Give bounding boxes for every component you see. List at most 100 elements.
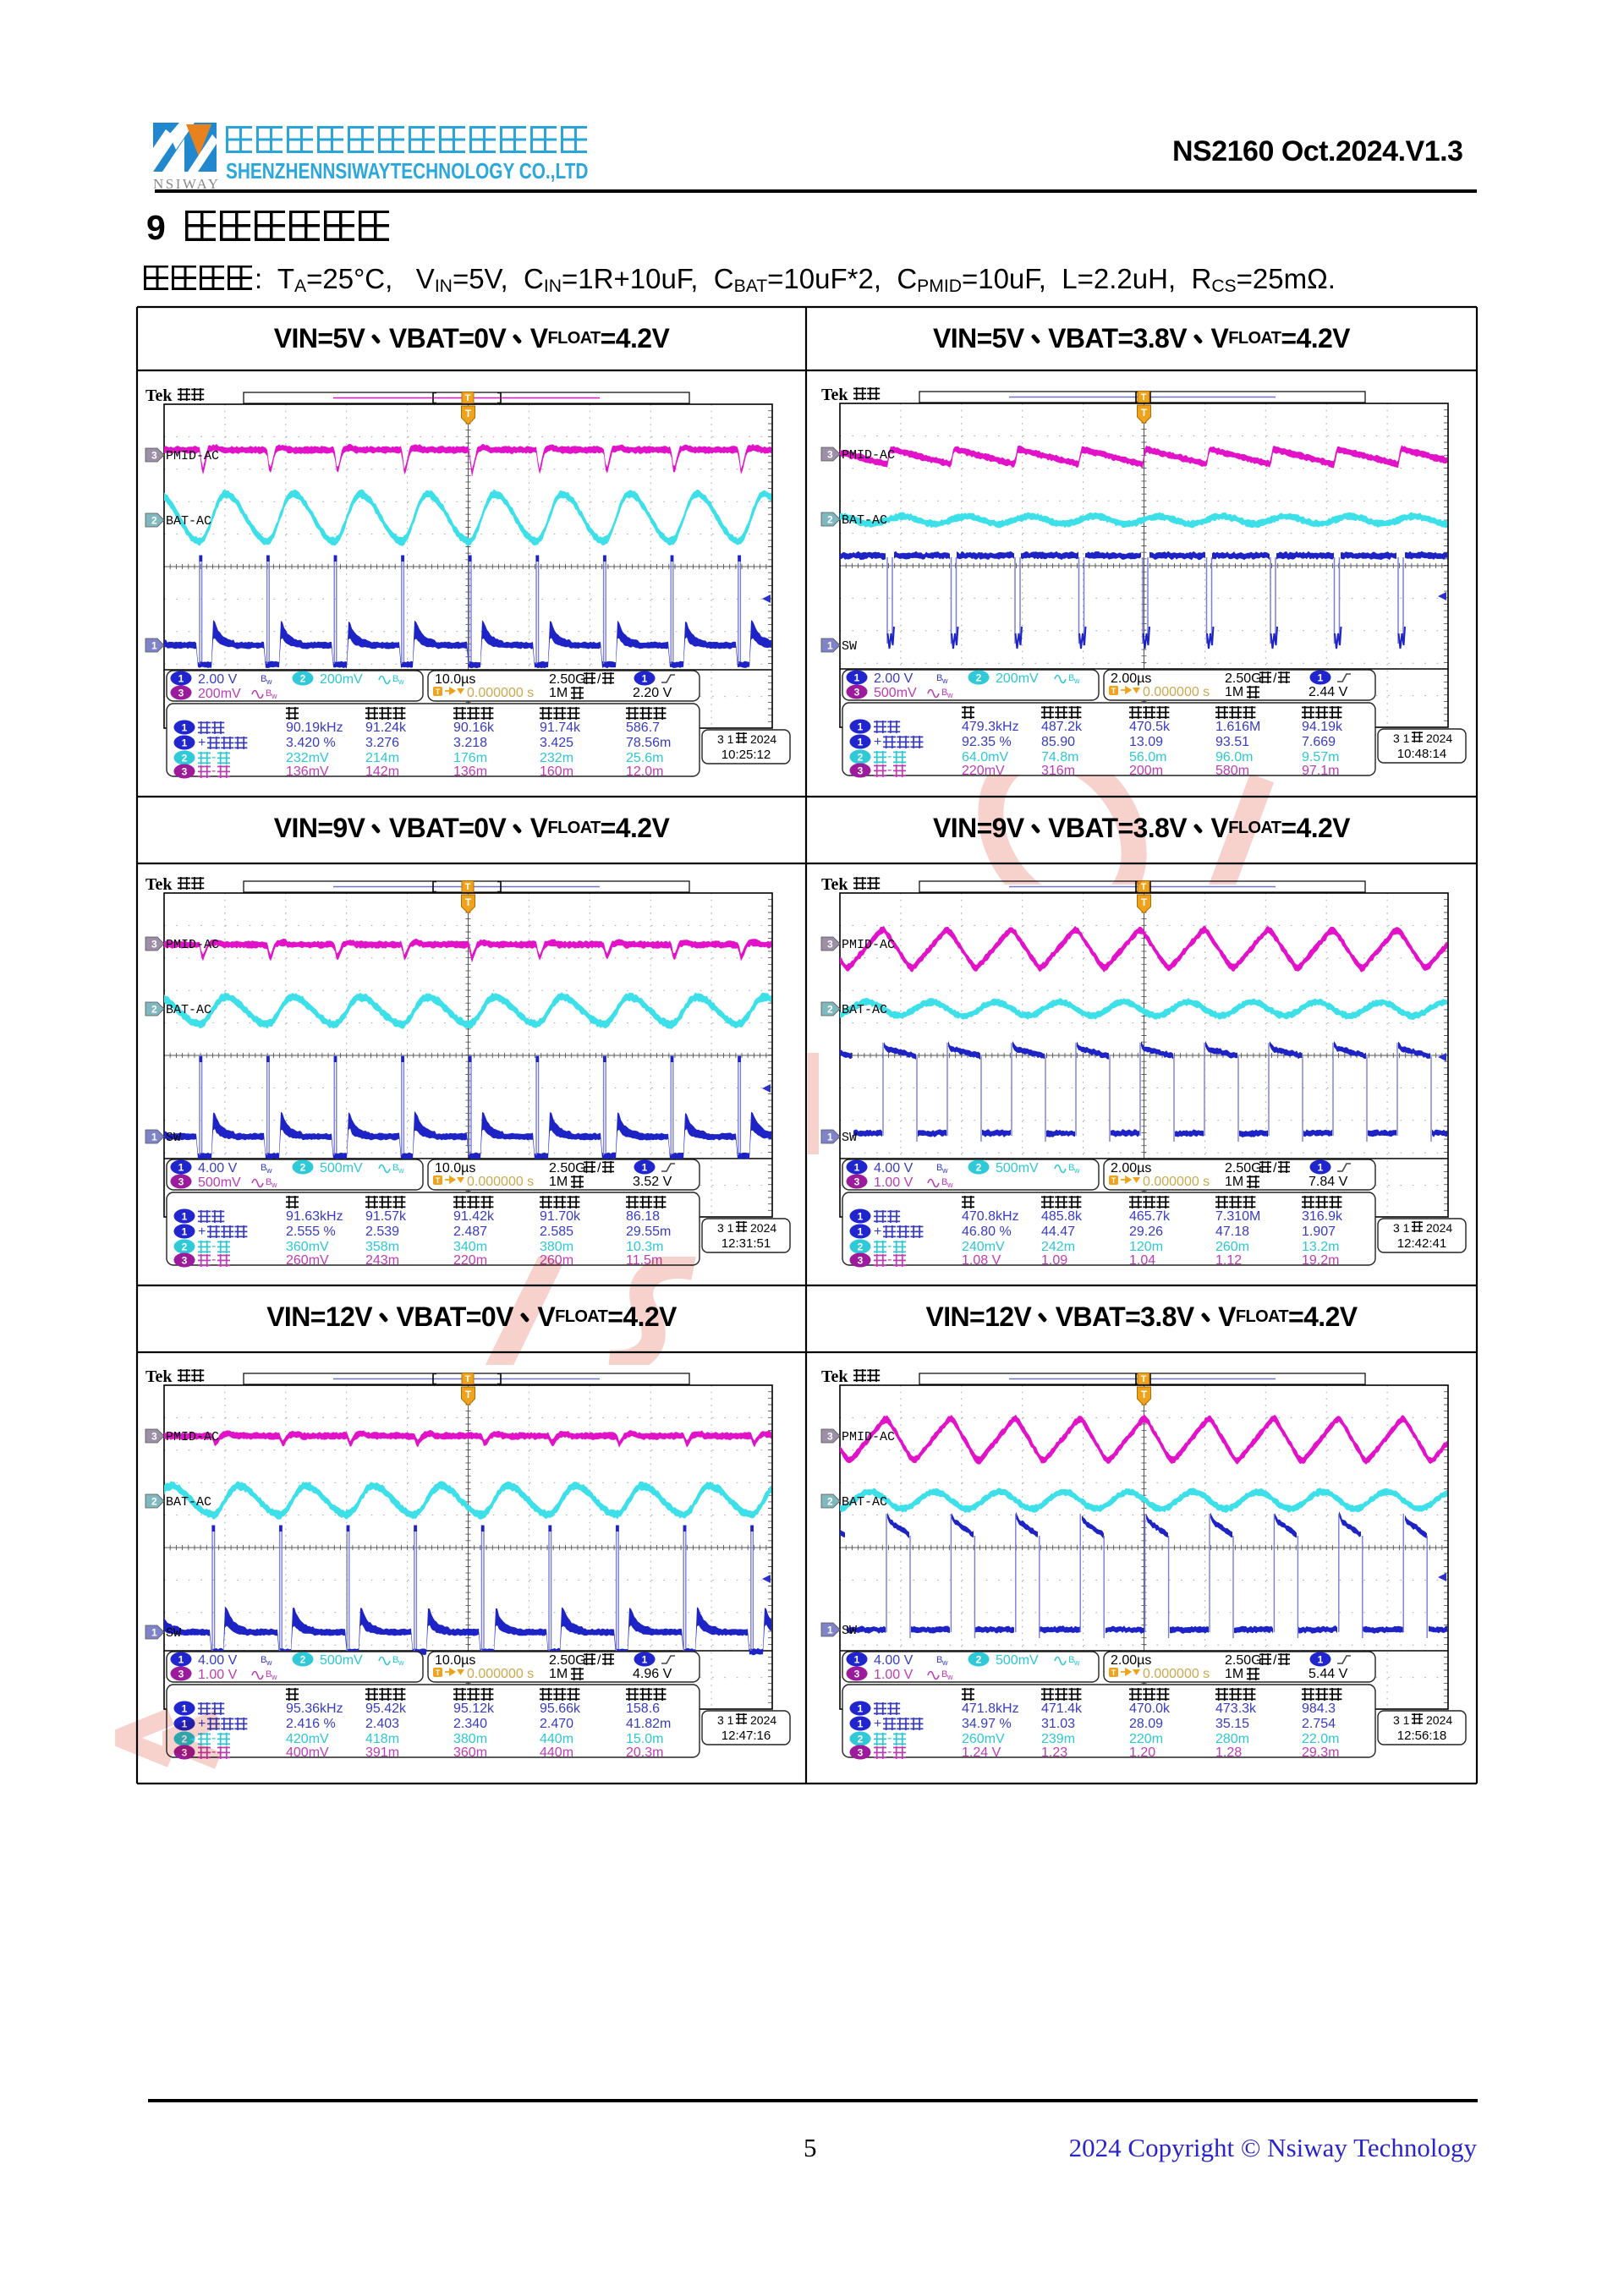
svg-text:470.0k: 470.0k: [1129, 1701, 1171, 1716]
svg-text:T: T: [1141, 1374, 1147, 1384]
svg-text:T: T: [465, 408, 472, 419]
svg-text:2: 2: [858, 1241, 864, 1253]
svg-text:473.3k: 473.3k: [1215, 1701, 1257, 1716]
svg-text:1: 1: [858, 1718, 864, 1730]
svg-text:Tek: Tek: [821, 1367, 848, 1386]
svg-text:2024: 2024: [1426, 1713, 1452, 1727]
svg-text:T: T: [465, 882, 471, 892]
svg-text:w: w: [398, 1658, 404, 1667]
svg-text:176m: 176m: [453, 751, 487, 765]
svg-text:+: +: [874, 1225, 881, 1239]
svg-text:w: w: [1073, 1166, 1080, 1175]
svg-text:500mV: 500mV: [996, 1653, 1039, 1668]
svg-text:2.50G: 2.50G: [1225, 671, 1262, 686]
svg-text:56.0m: 56.0m: [1129, 750, 1166, 764]
svg-text:-: -: [887, 1731, 892, 1745]
svg-text:2: 2: [976, 1654, 982, 1666]
svg-text:T: T: [1111, 1669, 1116, 1677]
svg-text:w: w: [266, 1166, 272, 1175]
svg-text:3 1: 3 1: [717, 732, 734, 746]
svg-text:+: +: [874, 735, 881, 749]
svg-text:2.00µs: 2.00µs: [1111, 671, 1151, 686]
svg-text:0.000000 s: 0.000000 s: [467, 1175, 534, 1189]
svg-text:3: 3: [858, 765, 864, 777]
svg-text:44.47: 44.47: [1041, 1225, 1075, 1239]
svg-text:w: w: [946, 691, 953, 699]
svg-text:2.539: 2.539: [365, 1225, 399, 1239]
svg-text:3: 3: [151, 450, 157, 462]
svg-text:2.50G: 2.50G: [1225, 1653, 1262, 1668]
svg-text:2: 2: [300, 1162, 306, 1174]
svg-text:10:25:12: 10:25:12: [721, 748, 771, 762]
svg-text:1: 1: [182, 1718, 188, 1730]
svg-text:0.000000 s: 0.000000 s: [467, 686, 534, 700]
svg-text:B: B: [936, 673, 942, 683]
svg-text:25.6m: 25.6m: [626, 751, 663, 765]
svg-text:1: 1: [858, 1211, 864, 1223]
svg-text:47.18: 47.18: [1215, 1225, 1249, 1239]
svg-text:-: -: [887, 1745, 892, 1759]
svg-text:+: +: [198, 1225, 206, 1239]
svg-text:2.487: 2.487: [453, 1225, 487, 1239]
svg-text:380m: 380m: [540, 1240, 573, 1254]
svg-text:9.57m: 9.57m: [1302, 750, 1339, 764]
svg-text:-: -: [887, 763, 892, 777]
svg-text:2.340: 2.340: [453, 1717, 487, 1731]
svg-text:2024: 2024: [750, 732, 776, 746]
svg-text:1.00 V: 1.00 V: [874, 1668, 914, 1682]
svg-text:10.0µs: 10.0µs: [435, 672, 475, 687]
svg-text:1: 1: [854, 1654, 860, 1666]
svg-text:1.12: 1.12: [1215, 1253, 1242, 1268]
svg-text:91.24k: 91.24k: [365, 721, 407, 735]
svg-text:220m: 220m: [1129, 1732, 1163, 1746]
svg-text:2.20 V: 2.20 V: [633, 686, 672, 700]
svg-text:1: 1: [858, 1703, 864, 1715]
svg-text:136mV: 136mV: [286, 764, 329, 779]
svg-text:2.00µs: 2.00µs: [1111, 1161, 1151, 1175]
svg-text:200mV: 200mV: [320, 672, 363, 687]
svg-text:1: 1: [178, 1654, 184, 1666]
svg-text:3.218: 3.218: [453, 736, 487, 750]
svg-text:PMID-AC: PMID-AC: [842, 448, 895, 463]
svg-text:BAT-AC: BAT-AC: [842, 1003, 887, 1017]
svg-text:1.00 V: 1.00 V: [874, 1175, 914, 1190]
svg-text:7.84 V: 7.84 V: [1309, 1175, 1348, 1189]
svg-text:3: 3: [182, 1255, 188, 1267]
svg-text:0.000000 s: 0.000000 s: [467, 1667, 534, 1681]
svg-text:10.0µs: 10.0µs: [435, 1653, 475, 1668]
svg-text:3: 3: [827, 939, 833, 951]
svg-text:1: 1: [854, 672, 860, 684]
svg-text:w: w: [946, 1181, 953, 1189]
svg-text:95.12k: 95.12k: [453, 1701, 495, 1716]
svg-text:20.3m: 20.3m: [626, 1745, 663, 1760]
svg-text:B: B: [261, 674, 266, 684]
svg-text:SW: SW: [842, 1624, 857, 1638]
svg-text:3 1: 3 1: [1393, 1221, 1410, 1235]
svg-text:95.66k: 95.66k: [540, 1701, 581, 1716]
svg-text:/: /: [597, 672, 601, 687]
svg-text:2: 2: [858, 752, 864, 764]
svg-text:w: w: [271, 1673, 277, 1681]
svg-text:3: 3: [854, 1176, 860, 1188]
svg-text:64.0mV: 64.0mV: [962, 750, 1008, 764]
svg-text:1: 1: [1318, 1162, 1324, 1174]
svg-text:242m: 242m: [1041, 1240, 1075, 1254]
svg-text:500mV: 500mV: [996, 1161, 1039, 1175]
svg-text:586.7: 586.7: [626, 721, 660, 735]
svg-text:12:47:16: 12:47:16: [721, 1729, 771, 1743]
svg-text:B: B: [392, 674, 398, 684]
svg-text:1: 1: [827, 640, 833, 652]
svg-text:2.00µs: 2.00µs: [1111, 1653, 1151, 1668]
svg-text:3: 3: [854, 1669, 860, 1680]
svg-text:T: T: [465, 1389, 472, 1400]
svg-text:2.50G: 2.50G: [549, 672, 586, 687]
svg-text:w: w: [398, 1166, 404, 1175]
svg-text:4.00 V: 4.00 V: [198, 1161, 238, 1175]
svg-text:1: 1: [858, 737, 864, 748]
svg-text:SW: SW: [166, 1131, 181, 1145]
svg-text:19.2m: 19.2m: [1302, 1253, 1339, 1268]
svg-text:34.97 %: 34.97 %: [962, 1717, 1012, 1731]
svg-text:1.907: 1.907: [1302, 1225, 1336, 1239]
svg-text:4.00 V: 4.00 V: [198, 1653, 238, 1668]
svg-text:2.44 V: 2.44 V: [1309, 685, 1348, 699]
